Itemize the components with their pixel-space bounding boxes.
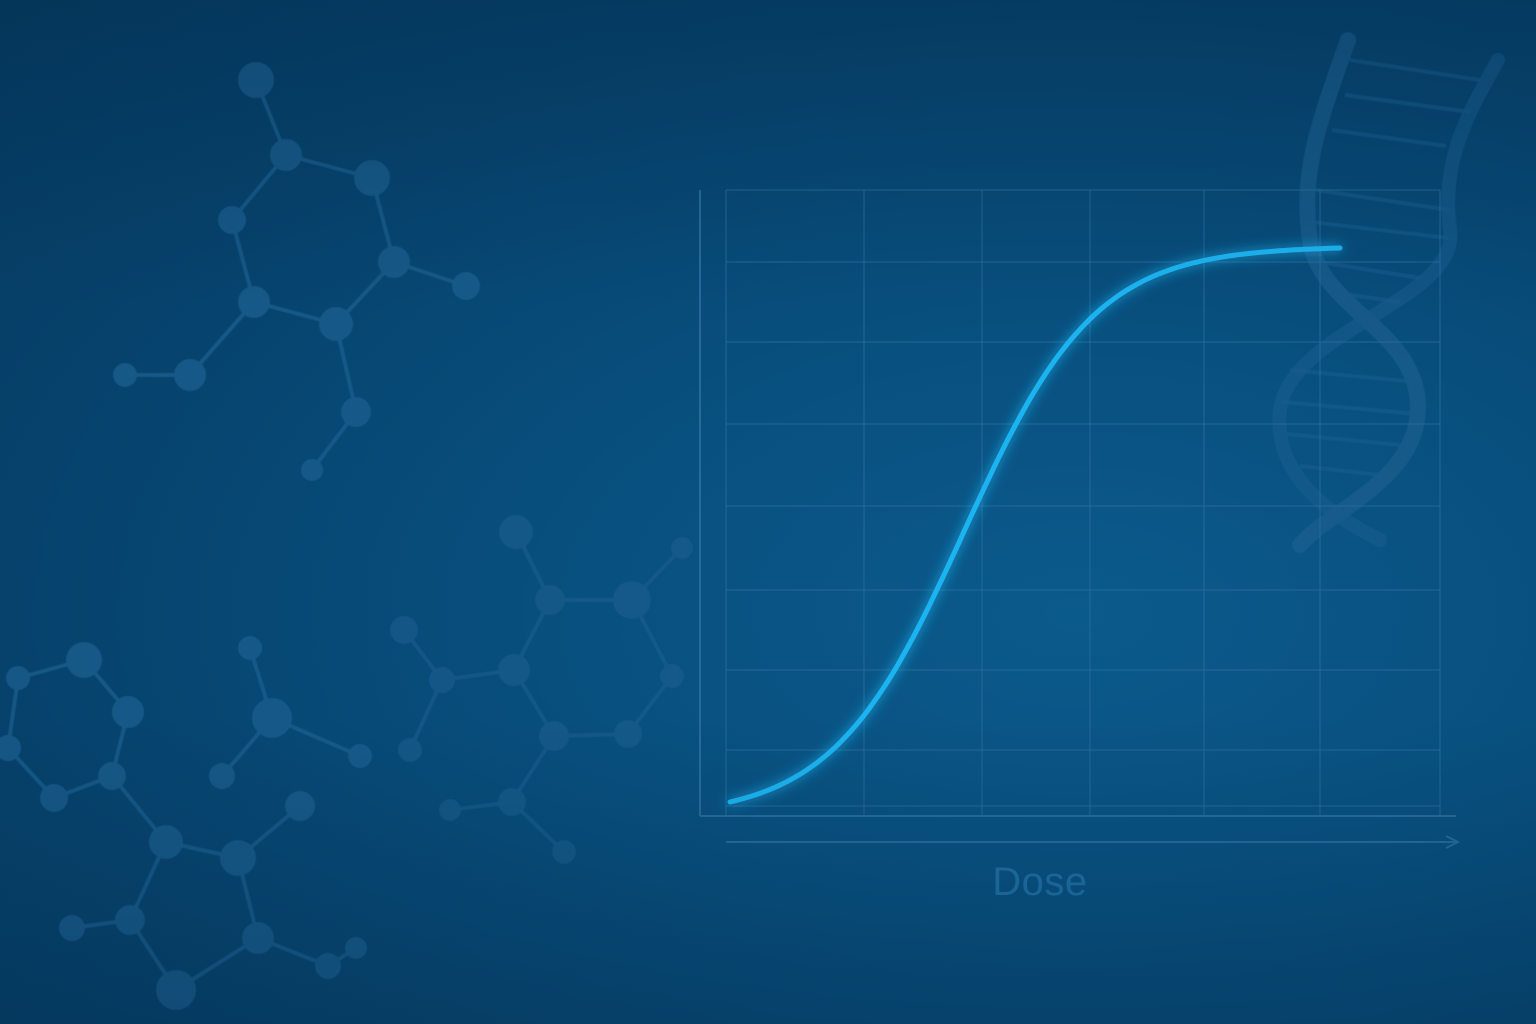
- chart-axes: [699, 190, 1461, 849]
- molecule-icon: [0, 636, 372, 1010]
- chart-grid: [725, 189, 1441, 816]
- dose-response-curve: [727, 245, 1343, 805]
- x-axis-arrowhead: [1445, 835, 1461, 849]
- molecule-icon: [113, 62, 480, 481]
- molecule-icon: [390, 515, 693, 864]
- dna-helix-icon: [1272, 32, 1505, 553]
- x-axis-label: Dose: [992, 860, 1088, 904]
